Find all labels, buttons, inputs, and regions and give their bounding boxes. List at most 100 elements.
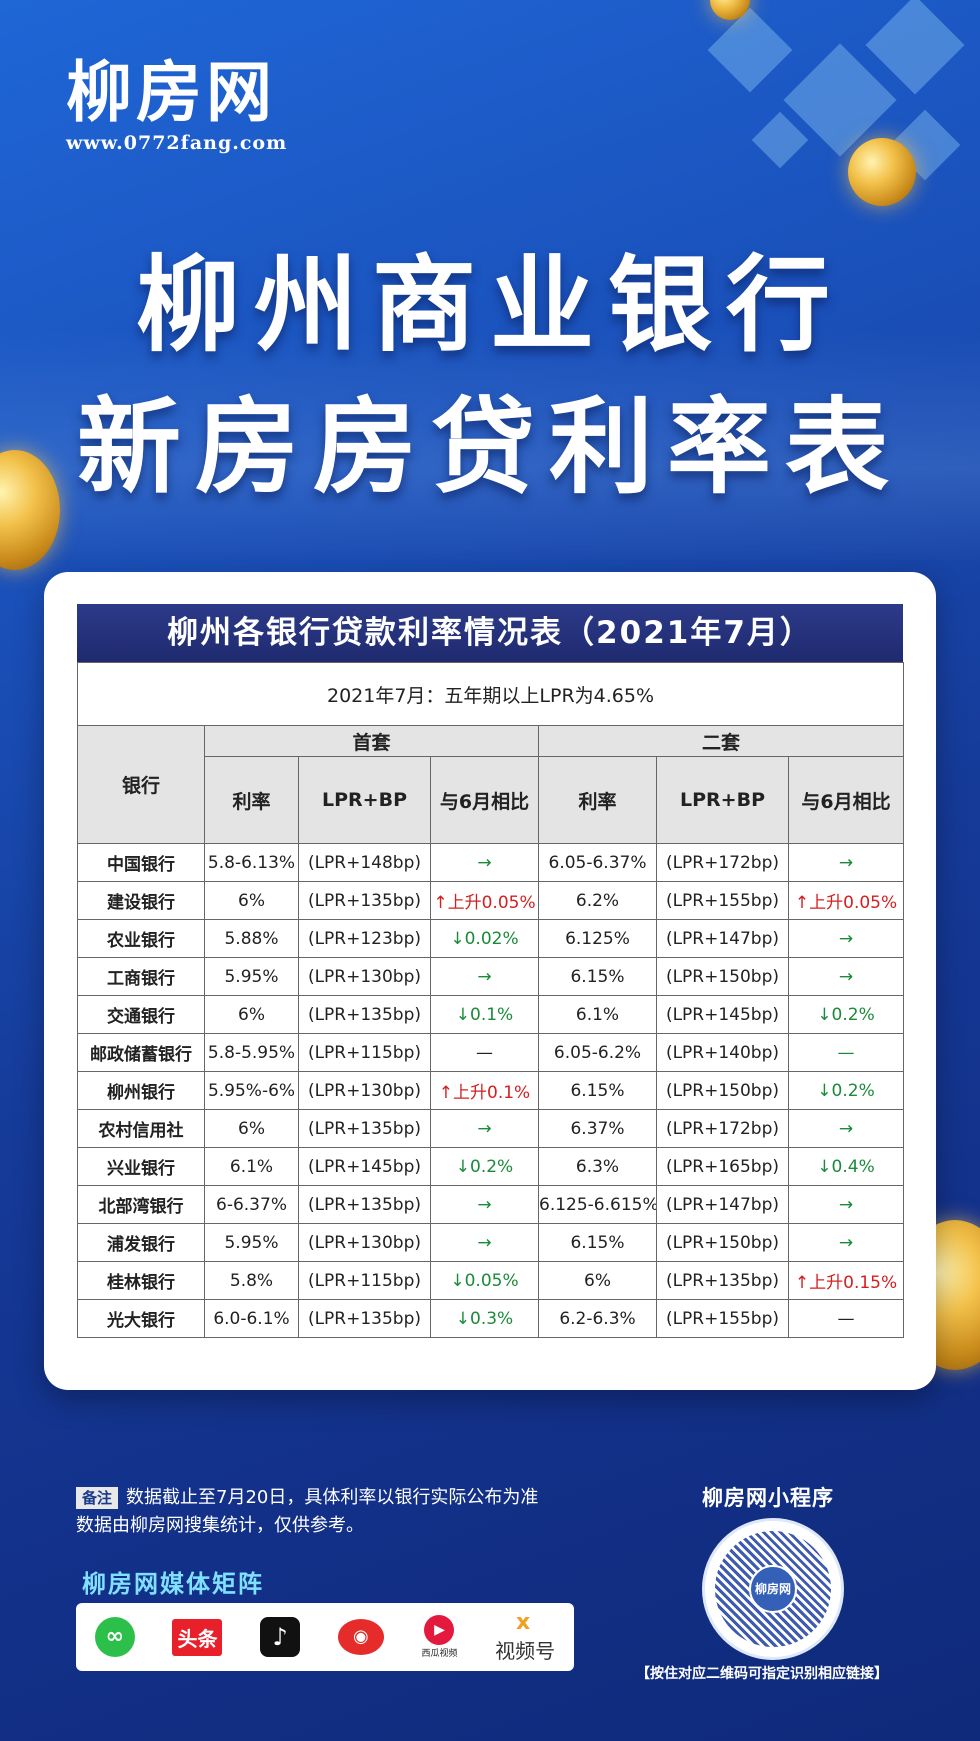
bank-name: 光大银行 xyxy=(77,1299,205,1338)
bank-name: 工商银行 xyxy=(77,957,205,996)
second-compare: → xyxy=(787,1185,905,1224)
bg-tile xyxy=(707,7,793,93)
second-rate: 6.2-6.3% xyxy=(538,1299,657,1338)
lpr-note-row: 2021年7月：五年期以上LPR为4.65% xyxy=(76,662,905,726)
first-rate: 6% xyxy=(204,1109,299,1148)
second-rate: 6.15% xyxy=(538,1223,657,1262)
toutiao-link[interactable]: 头条 xyxy=(172,1618,223,1656)
first-rate: 6.1% xyxy=(204,1147,299,1186)
first-compare: ↓0.1% xyxy=(430,995,539,1034)
xigua-icon: ▶ xyxy=(424,1615,455,1645)
first-lpr-bp: (LPR+123bp) xyxy=(298,919,431,958)
second-lpr-bp: (LPR+150bp) xyxy=(656,1223,789,1262)
first-lpr-bp: (LPR+135bp) xyxy=(298,995,431,1034)
shipinhao-icon: ⅹ xyxy=(516,1610,531,1635)
header-rate-1: 利率 xyxy=(204,756,299,844)
header-lpr-bp-1: LPR+BP xyxy=(298,756,431,844)
second-lpr-bp: (LPR+140bp) xyxy=(656,1033,789,1072)
first-lpr-bp: (LPR+135bp) xyxy=(298,881,431,920)
table-row: 工商银行 5.95% (LPR+130bp) → 6.15% (LPR+150bp) → xyxy=(77,957,905,996)
first-compare: — xyxy=(430,1033,539,1072)
table-row: 兴业银行 6.1% (LPR+145bp) ↓0.2% 6.3% (LPR+165bp) ↓… xyxy=(77,1147,905,1186)
second-rate: 6.125% xyxy=(538,919,657,958)
second-compare: → xyxy=(787,957,905,996)
wechat-link[interactable]: ∞ xyxy=(94,1617,135,1657)
bank-name: 浦发银行 xyxy=(77,1223,205,1262)
second-rate: 6.1% xyxy=(538,995,657,1034)
bank-name: 农村信用社 xyxy=(77,1109,205,1148)
rate-table-body: 中国银行 5.8-6.13% (LPR+148bp) → 6.05-6.37% (LPR+… xyxy=(77,843,905,1338)
mini-program-qr[interactable]: 柳房网 xyxy=(702,1518,844,1660)
bg-tile xyxy=(865,0,965,95)
table-row: 农村信用社 6% (LPR+135bp) → 6.37% (LPR+172bp) → xyxy=(77,1109,905,1148)
first-lpr-bp: (LPR+130bp) xyxy=(298,957,431,996)
shipinhao-link[interactable]: ⅹ 视频号 xyxy=(495,1610,555,1664)
first-lpr-bp: (LPR+130bp) xyxy=(298,1071,431,1110)
header-group-row: 银行 首套 二套 xyxy=(77,725,905,844)
bank-name: 兴业银行 xyxy=(77,1147,205,1186)
second-lpr-bp: (LPR+147bp) xyxy=(656,919,789,958)
table-row: 柳州银行 5.95%-6% (LPR+130bp) ↑上升0.1% 6.15% (LPR+… xyxy=(77,1071,905,1110)
headline-line2: 新房房贷利率表 xyxy=(76,386,903,508)
first-rate: 5.88% xyxy=(204,919,299,958)
table-row: 中国银行 5.8-6.13% (LPR+148bp) → 6.05-6.37% (LPR+… xyxy=(77,843,905,882)
first-compare: ↑上升0.05% xyxy=(430,881,539,920)
second-rate: 6.125-6.615% xyxy=(538,1185,657,1224)
first-compare: → xyxy=(430,1185,539,1224)
first-compare: ↓0.05% xyxy=(430,1261,539,1300)
table-row: 交通银行 6% (LPR+135bp) ↓0.1% 6.1% (LPR+145bp) ↓0.… xyxy=(77,995,905,1034)
douyin-link[interactable]: ♪ xyxy=(260,1617,301,1657)
table-row: 浦发银行 5.95% (LPR+130bp) → 6.15% (LPR+150bp) → xyxy=(77,1223,905,1262)
brand-name: 柳房网 xyxy=(66,54,276,131)
first-rate: 5.95% xyxy=(204,957,299,996)
media-matrix-bar: ∞ 头条 ♪ ◉ ▶ 西瓜视频 ⅹ 视频号 xyxy=(76,1603,574,1671)
bank-name: 北部湾银行 xyxy=(77,1185,205,1224)
brand-logo: 柳房网 www.0772fang.com xyxy=(66,54,287,155)
bank-name: 中国银行 xyxy=(77,843,205,882)
second-compare: — xyxy=(787,1033,905,1072)
bank-name: 邮政储蓄银行 xyxy=(77,1033,205,1072)
first-lpr-bp: (LPR+145bp) xyxy=(298,1147,431,1186)
second-compare: → xyxy=(787,843,905,882)
lpr-note: 2021年7月：五年期以上LPR为4.65% xyxy=(76,662,905,726)
first-lpr-bp: (LPR+130bp) xyxy=(298,1223,431,1262)
coin-icon xyxy=(710,0,750,20)
media-matrix-title: 柳房网媒体矩阵 xyxy=(82,1570,264,1598)
second-lpr-bp: (LPR+135bp) xyxy=(656,1261,789,1300)
first-lpr-bp: (LPR+135bp) xyxy=(298,1109,431,1148)
second-rate: 6.05-6.2% xyxy=(538,1033,657,1072)
first-rate: 5.8% xyxy=(204,1261,299,1300)
header-compare-2: 与6月相比 xyxy=(787,756,905,844)
first-compare: → xyxy=(430,1109,539,1148)
second-rate: 6% xyxy=(538,1261,657,1300)
second-rate: 6.15% xyxy=(538,957,657,996)
second-rate: 6.05-6.37% xyxy=(538,843,657,882)
note-tag: 备注 xyxy=(76,1487,119,1509)
mini-program-title: 柳房网小程序 xyxy=(702,1486,834,1510)
first-lpr-bp: (LPR+115bp) xyxy=(298,1033,431,1072)
header-second-home: 二套 xyxy=(537,725,905,757)
second-lpr-bp: (LPR+147bp) xyxy=(656,1185,789,1224)
bank-name: 桂林银行 xyxy=(77,1261,205,1300)
weibo-icon: ◉ xyxy=(337,1619,384,1655)
first-compare: → xyxy=(430,957,539,996)
city-skyline xyxy=(0,330,980,560)
shipinhao-label: 视频号 xyxy=(495,1639,556,1663)
second-compare: → xyxy=(787,919,905,958)
second-lpr-bp: (LPR+150bp) xyxy=(656,957,789,996)
second-compare: — xyxy=(787,1299,905,1338)
xigua-link[interactable]: ▶ 西瓜视频 xyxy=(421,1615,457,1659)
first-compare: → xyxy=(430,1223,539,1262)
second-lpr-bp: (LPR+172bp) xyxy=(656,1109,789,1148)
weibo-link[interactable]: ◉ xyxy=(337,1619,384,1655)
second-lpr-bp: (LPR+165bp) xyxy=(656,1147,789,1186)
second-compare: ↓0.2% xyxy=(787,1071,905,1110)
header-lpr-bp-2: LPR+BP xyxy=(656,756,789,844)
first-compare: ↓0.2% xyxy=(430,1147,539,1186)
footnote: 备注 数据截止至7月20日，具体利率以银行实际公布为准 数据由柳房网搜集统计，仅供… xyxy=(76,1484,538,1540)
rate-table-card: 柳州各银行贷款利率情况表（2021年7月） 2021年7月：五年期以上LPR为4… xyxy=(44,572,936,1390)
second-rate: 6.2% xyxy=(538,881,657,920)
table-row: 建设银行 6% (LPR+135bp) ↑上升0.05% 6.2% (LPR+155bp)… xyxy=(77,881,905,920)
first-compare: ↓0.3% xyxy=(430,1299,539,1338)
coin-icon xyxy=(848,138,916,206)
